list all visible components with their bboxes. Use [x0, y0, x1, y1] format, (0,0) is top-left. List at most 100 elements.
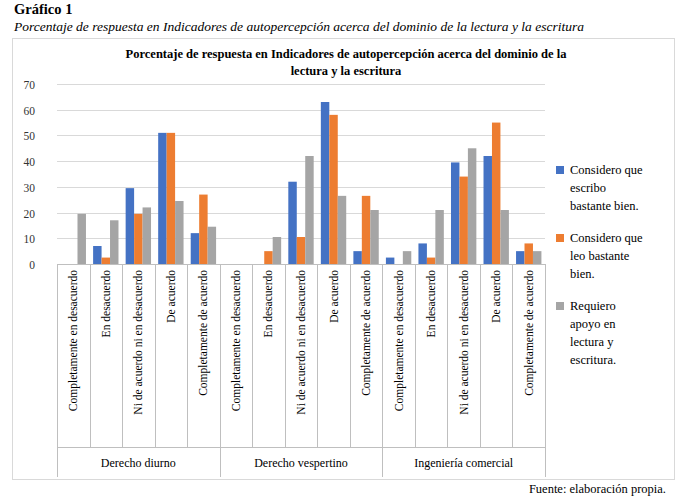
category-separator: [57, 264, 58, 477]
category-separator: [90, 264, 91, 447]
category-divider: [57, 447, 545, 448]
x-tick-label: Ni de acuerdo ni en desacuerdo: [458, 270, 470, 415]
y-tick-label: 70: [24, 79, 36, 91]
grid-line: [57, 110, 545, 111]
x-tick-label: De acuerdo: [490, 270, 502, 323]
bar: [435, 210, 443, 264]
bar: [69, 264, 77, 265]
category-separator: [285, 264, 286, 447]
bar: [191, 233, 199, 264]
bar: [427, 258, 435, 264]
bar: [484, 156, 492, 264]
group-label: Ingeniería comercial: [414, 456, 514, 470]
x-tick-label: Completamente de acuerdo: [523, 270, 536, 396]
bar: [468, 148, 476, 264]
bar: [370, 210, 378, 264]
bar: [329, 115, 337, 264]
bar: [143, 207, 151, 264]
x-tick-label: En desacuerdo: [425, 270, 437, 338]
chart-frame: [13, 39, 675, 480]
bar: [264, 251, 272, 264]
category-separator: [155, 264, 156, 447]
bar: [459, 177, 467, 264]
text-line: Considero que: [570, 163, 643, 177]
bar: [403, 251, 411, 264]
bar: [525, 243, 533, 264]
x-tick-label: Completamente en desacuerdo: [230, 270, 243, 411]
category-separator: [317, 264, 318, 447]
y-tick-label: 60: [24, 105, 36, 117]
text-line: leo bastante: [570, 249, 630, 263]
text-line: Considero que: [570, 231, 643, 245]
chart-root: Gráfico 1 Porcentaje de respuesta en Indi…: [0, 0, 687, 501]
y-tick-label: 20: [24, 208, 36, 220]
x-tick-label: Ni de acuerdo ni en desacuerdo: [132, 270, 144, 415]
category-separator: [350, 264, 351, 447]
category-separator: [480, 264, 481, 447]
bar: [394, 264, 402, 265]
bar: [77, 214, 85, 264]
figure-label: Gráfico 1: [14, 1, 72, 17]
grid-line: [57, 264, 545, 265]
bar: [516, 251, 524, 264]
bar: [338, 196, 346, 264]
x-tick-label: En desacuerdo: [262, 270, 274, 338]
legend-label: Requiero apoyo en lectura y escritura.: [570, 299, 616, 367]
bar: [134, 214, 142, 264]
group-label: Derecho diurno: [101, 456, 176, 470]
chart-title: Porcentaje de respuesta en Indicadores d…: [126, 47, 568, 78]
bar: [418, 243, 426, 264]
bar: [232, 264, 240, 265]
grid-line: [57, 135, 545, 136]
bar: [353, 251, 361, 264]
bar: [451, 162, 459, 264]
bar: [297, 237, 305, 264]
category-separator: [220, 264, 221, 477]
bar: [533, 251, 541, 264]
category-separator: [447, 264, 448, 447]
category-separator: [187, 264, 188, 447]
legend-swatch: [556, 302, 564, 310]
text-line: Porcentaje de respuesta en Indicadores d…: [126, 47, 568, 61]
category-separator: [512, 264, 513, 447]
text-line: Requiero: [570, 299, 616, 313]
x-tick-label: Completamente en desacuerdo: [67, 270, 80, 411]
x-tick-label: Completamente de acuerdo: [360, 270, 373, 396]
x-tick-label: En desacuerdo: [100, 270, 112, 338]
bar: [321, 102, 329, 264]
text-line: lectura y: [570, 335, 614, 349]
text-line: bien.: [570, 267, 595, 281]
bar: [500, 210, 508, 264]
legend-label: Considero que leo bastante bien.: [570, 231, 643, 281]
x-tick-label: De acuerdo: [165, 270, 177, 323]
grid-line: [57, 84, 545, 85]
legend-swatch: [556, 166, 564, 174]
bar: [93, 246, 101, 264]
y-tick-label: 0: [29, 259, 35, 271]
category-separator: [382, 264, 383, 477]
legend-label: Considero queescribobastante bien.: [570, 163, 643, 213]
bar: [223, 264, 231, 265]
text-line: apoyo en: [570, 317, 616, 331]
x-tick-label: Completamente de acuerdo: [197, 270, 210, 396]
bar: [102, 258, 110, 264]
category-separator: [545, 264, 546, 477]
bar: [386, 258, 394, 264]
bar: [273, 237, 281, 264]
y-tick-label: 10: [24, 233, 36, 245]
x-tick-label: Completamente en desacuerdo: [393, 270, 406, 411]
bar: [288, 182, 296, 264]
bar: [208, 227, 216, 264]
text-line: lectura y la escritura: [291, 64, 402, 78]
x-tick-label: De acuerdo: [328, 270, 340, 323]
bar: [110, 220, 118, 264]
text-line: escritura.: [570, 353, 616, 367]
legend-swatch: [556, 234, 564, 242]
bar: [158, 133, 166, 264]
figure-caption: Porcentaje de respuesta en Indicadores d…: [13, 19, 584, 34]
x-tick-label: Ni de acuerdo ni en desacuerdo: [295, 270, 307, 415]
bar: [61, 264, 69, 265]
bar: [256, 264, 264, 265]
bar: [167, 133, 175, 264]
y-tick-label: 50: [24, 130, 36, 142]
